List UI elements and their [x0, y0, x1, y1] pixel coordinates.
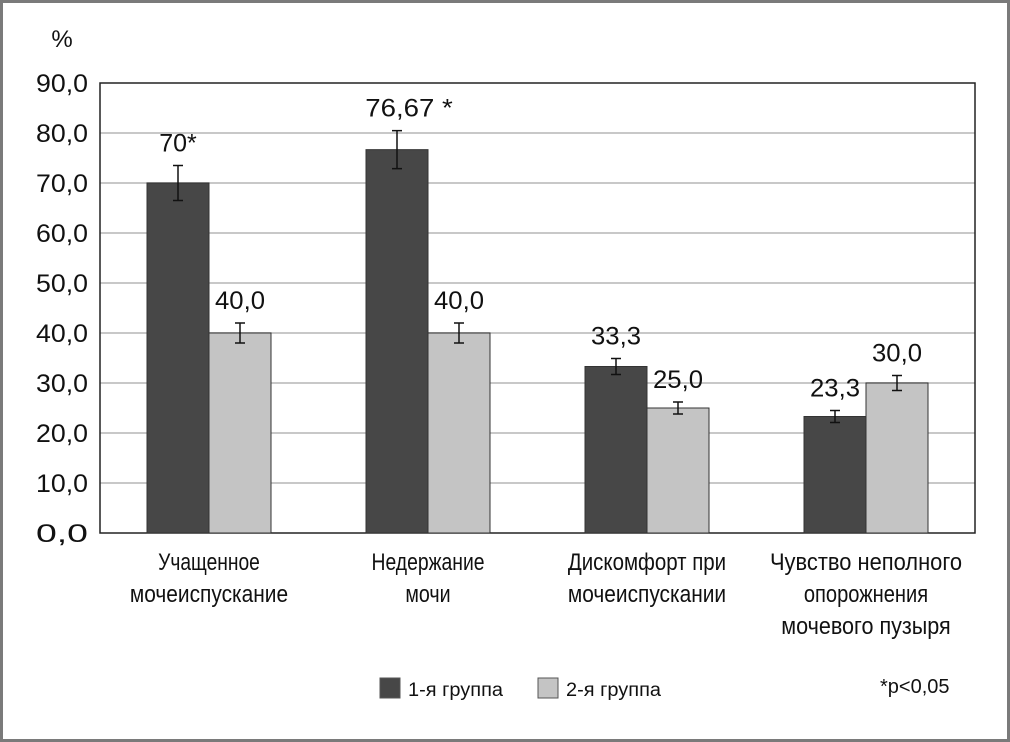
y-tick-label: 0,0 [36, 520, 88, 548]
x-tick-label: мочевого пузыря [781, 613, 951, 640]
x-tick-label: мочи [405, 581, 450, 608]
data-label: 33,3 [591, 323, 641, 351]
bar [803, 416, 867, 534]
legend-swatch [379, 677, 401, 699]
legend-label: 2-я группа [566, 680, 661, 701]
x-tick-label: мочеиспускание [130, 581, 288, 608]
x-tick-label: опорожнения [804, 581, 928, 608]
y-tick-label: 60,0 [36, 220, 88, 248]
y-tick-label: 10,0 [36, 470, 88, 498]
x-tick-label: Учащенное [158, 549, 260, 576]
plot-area [99, 82, 976, 534]
y-tick-label: 50,0 [36, 270, 88, 298]
y-tick-label: 40,0 [36, 320, 88, 348]
data-label: 40,0 [215, 287, 265, 315]
data-label: 30,0 [872, 340, 922, 368]
bar [146, 182, 210, 534]
legend-swatch [537, 677, 559, 699]
y-tick-label: 20,0 [36, 420, 88, 448]
bar [865, 382, 929, 534]
y-tick-label: 90,0 [36, 70, 88, 98]
x-tick-label: Чувство неполного [770, 549, 962, 576]
data-label: 23,3 [810, 375, 860, 403]
bar [208, 332, 272, 534]
x-tick-label: мочеиспускании [568, 581, 726, 608]
data-label: 25,0 [653, 366, 703, 394]
legend-label: 1-я группа [408, 680, 503, 701]
data-label: 70* [159, 130, 197, 158]
bar [365, 149, 429, 534]
y-tick-label: 70,0 [36, 170, 88, 198]
x-tick-label: Недержание [372, 549, 485, 576]
data-label: 40,0 [434, 287, 484, 315]
y-axis-label: % [51, 26, 72, 53]
bar [646, 407, 710, 534]
data-label: 76,67 * [365, 95, 453, 123]
significance-note: *p<0,05 [880, 676, 950, 698]
x-tick-label: Дискомфорт при [568, 549, 726, 576]
bar [584, 366, 648, 534]
y-tick-label: 30,0 [36, 370, 88, 398]
y-tick-label: 80,0 [36, 120, 88, 148]
bar [427, 332, 491, 534]
